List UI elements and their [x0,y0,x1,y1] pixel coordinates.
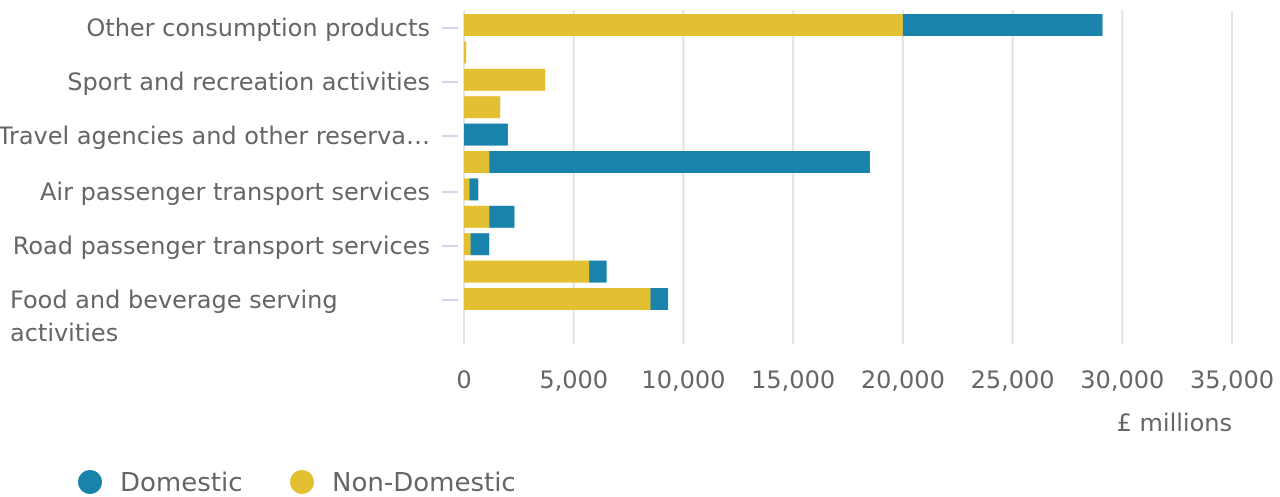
bar-domestic [470,233,490,256]
category-label: Travel agencies and other reserva… [0,122,430,150]
bar-non-domestic [464,96,501,119]
category-label: Sport and recreation activities [67,68,430,96]
legend-label-domestic[interactable]: Domestic [120,468,243,497]
x-tick-label: 10,000 [641,366,725,394]
bar-domestic [902,14,1103,36]
legend-label-non-domestic[interactable]: Non-Domestic [332,468,516,497]
bar-domestic [489,151,870,173]
legend: Domestic Non-Domestic [78,468,516,497]
bar-non-domestic [464,68,546,91]
x-tick-label: 30,000 [1080,366,1164,394]
legend-marker-domestic [78,470,102,494]
bar-non-domestic [464,205,490,228]
bar-non-domestic [464,41,467,64]
legend-marker-non-domestic [290,470,314,494]
x-tick-label: 35,000 [1190,366,1274,394]
x-axis-title: £ millions [1117,409,1232,437]
category-label: Air passenger transport services [40,178,430,206]
x-tick-label: 0 [456,366,471,394]
bar-domestic [464,123,508,146]
bar-domestic [489,205,515,228]
bar-domestic [469,178,479,201]
bar-domestic [650,288,669,310]
bar-non-domestic [464,288,651,310]
bars [464,14,1103,310]
x-tick-label: 15,000 [751,366,835,394]
category-label: Other consumption products [86,14,430,42]
category-label: Road passenger transport services [13,232,430,260]
bar-non-domestic [464,233,471,256]
y-axis-ticks [442,27,458,301]
x-tick-label: 20,000 [861,366,945,394]
bar-domestic [589,260,607,283]
gridlines [463,10,1233,344]
x-tick-label: 25,000 [971,366,1055,394]
category-label: activities [10,319,118,347]
bar-non-domestic [464,14,903,36]
bar-non-domestic [464,151,490,173]
x-axis-tick-labels: 0 5,000 10,000 15,000 20,000 25,000 30,000 35,0… [456,366,1274,394]
bar-non-domestic [464,260,590,283]
x-tick-label: 5,000 [539,366,608,394]
bar-non-domestic [464,178,470,201]
category-labels: Other consumption products Sport and recr… [0,14,430,347]
category-label: Food and beverage serving [10,286,338,314]
